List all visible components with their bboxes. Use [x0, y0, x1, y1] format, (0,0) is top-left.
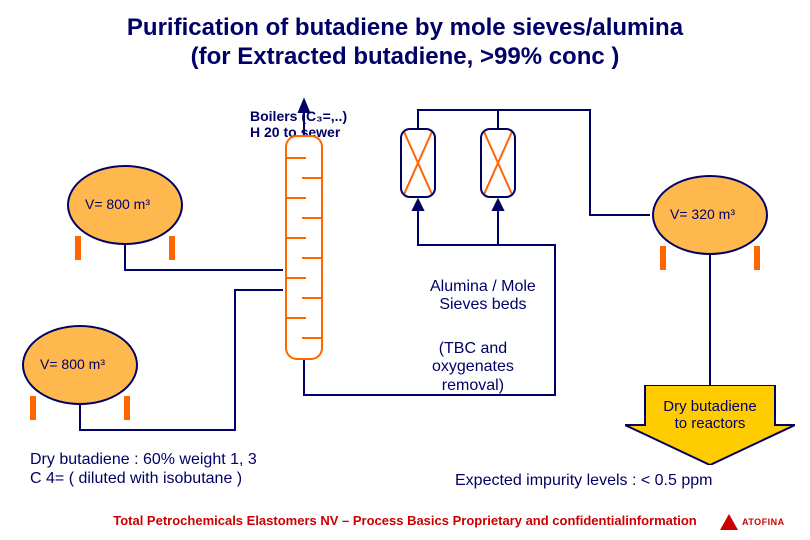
logo-text: ATOFINA — [742, 517, 785, 527]
tank2-leg-right — [124, 396, 130, 420]
bln-line2: C 4= ( diluted with isobutane ) — [30, 470, 242, 487]
bln-line1: Dry butadiene : 60% weight 1, 3 — [30, 451, 257, 468]
logo-triangle-icon — [720, 514, 738, 530]
tank2-label: V= 800 m³ — [40, 356, 105, 372]
expected-impurity: Expected impurity levels : < 0.5 ppm — [455, 472, 712, 490]
output-line2: to reactors — [675, 415, 746, 432]
output-arrow-label: Dry butadiene to reactors — [650, 398, 770, 433]
distillation-column — [285, 135, 323, 360]
tank3-leg-left — [660, 246, 666, 270]
footer-text: Total Petrochemicals Elastomers NV – Pro… — [0, 513, 810, 528]
tank1-leg-right — [169, 236, 175, 260]
sieve-bed-2 — [480, 128, 516, 198]
tbc-label: (TBC and oxygenates removal) — [432, 340, 514, 395]
tbc-line1: (TBC and — [439, 340, 507, 357]
bottom-left-note: Dry butadiene : 60% weight 1, 3 C 4= ( d… — [30, 450, 257, 488]
tbc-line2: oxygenates — [432, 358, 514, 375]
beds-label-line2: Sieves beds — [439, 296, 526, 313]
beds-label-line1: Alumina / Mole — [430, 278, 536, 295]
beds-label: Alumina / Mole Sieves beds — [430, 278, 536, 315]
tank3-leg-right — [754, 246, 760, 270]
sieve-bed-1 — [400, 128, 436, 198]
tank1-leg-left — [75, 236, 81, 260]
tank2-leg-left — [30, 396, 36, 420]
tank1-label: V= 800 m³ — [85, 196, 150, 212]
output-line1: Dry butadiene — [663, 398, 756, 415]
tbc-line3: removal) — [442, 377, 504, 394]
logo: ATOFINA — [720, 512, 788, 532]
boilers-line1: Boilers (C₃=,..) — [250, 108, 347, 124]
tank3-label: V= 320 m³ — [670, 206, 735, 222]
